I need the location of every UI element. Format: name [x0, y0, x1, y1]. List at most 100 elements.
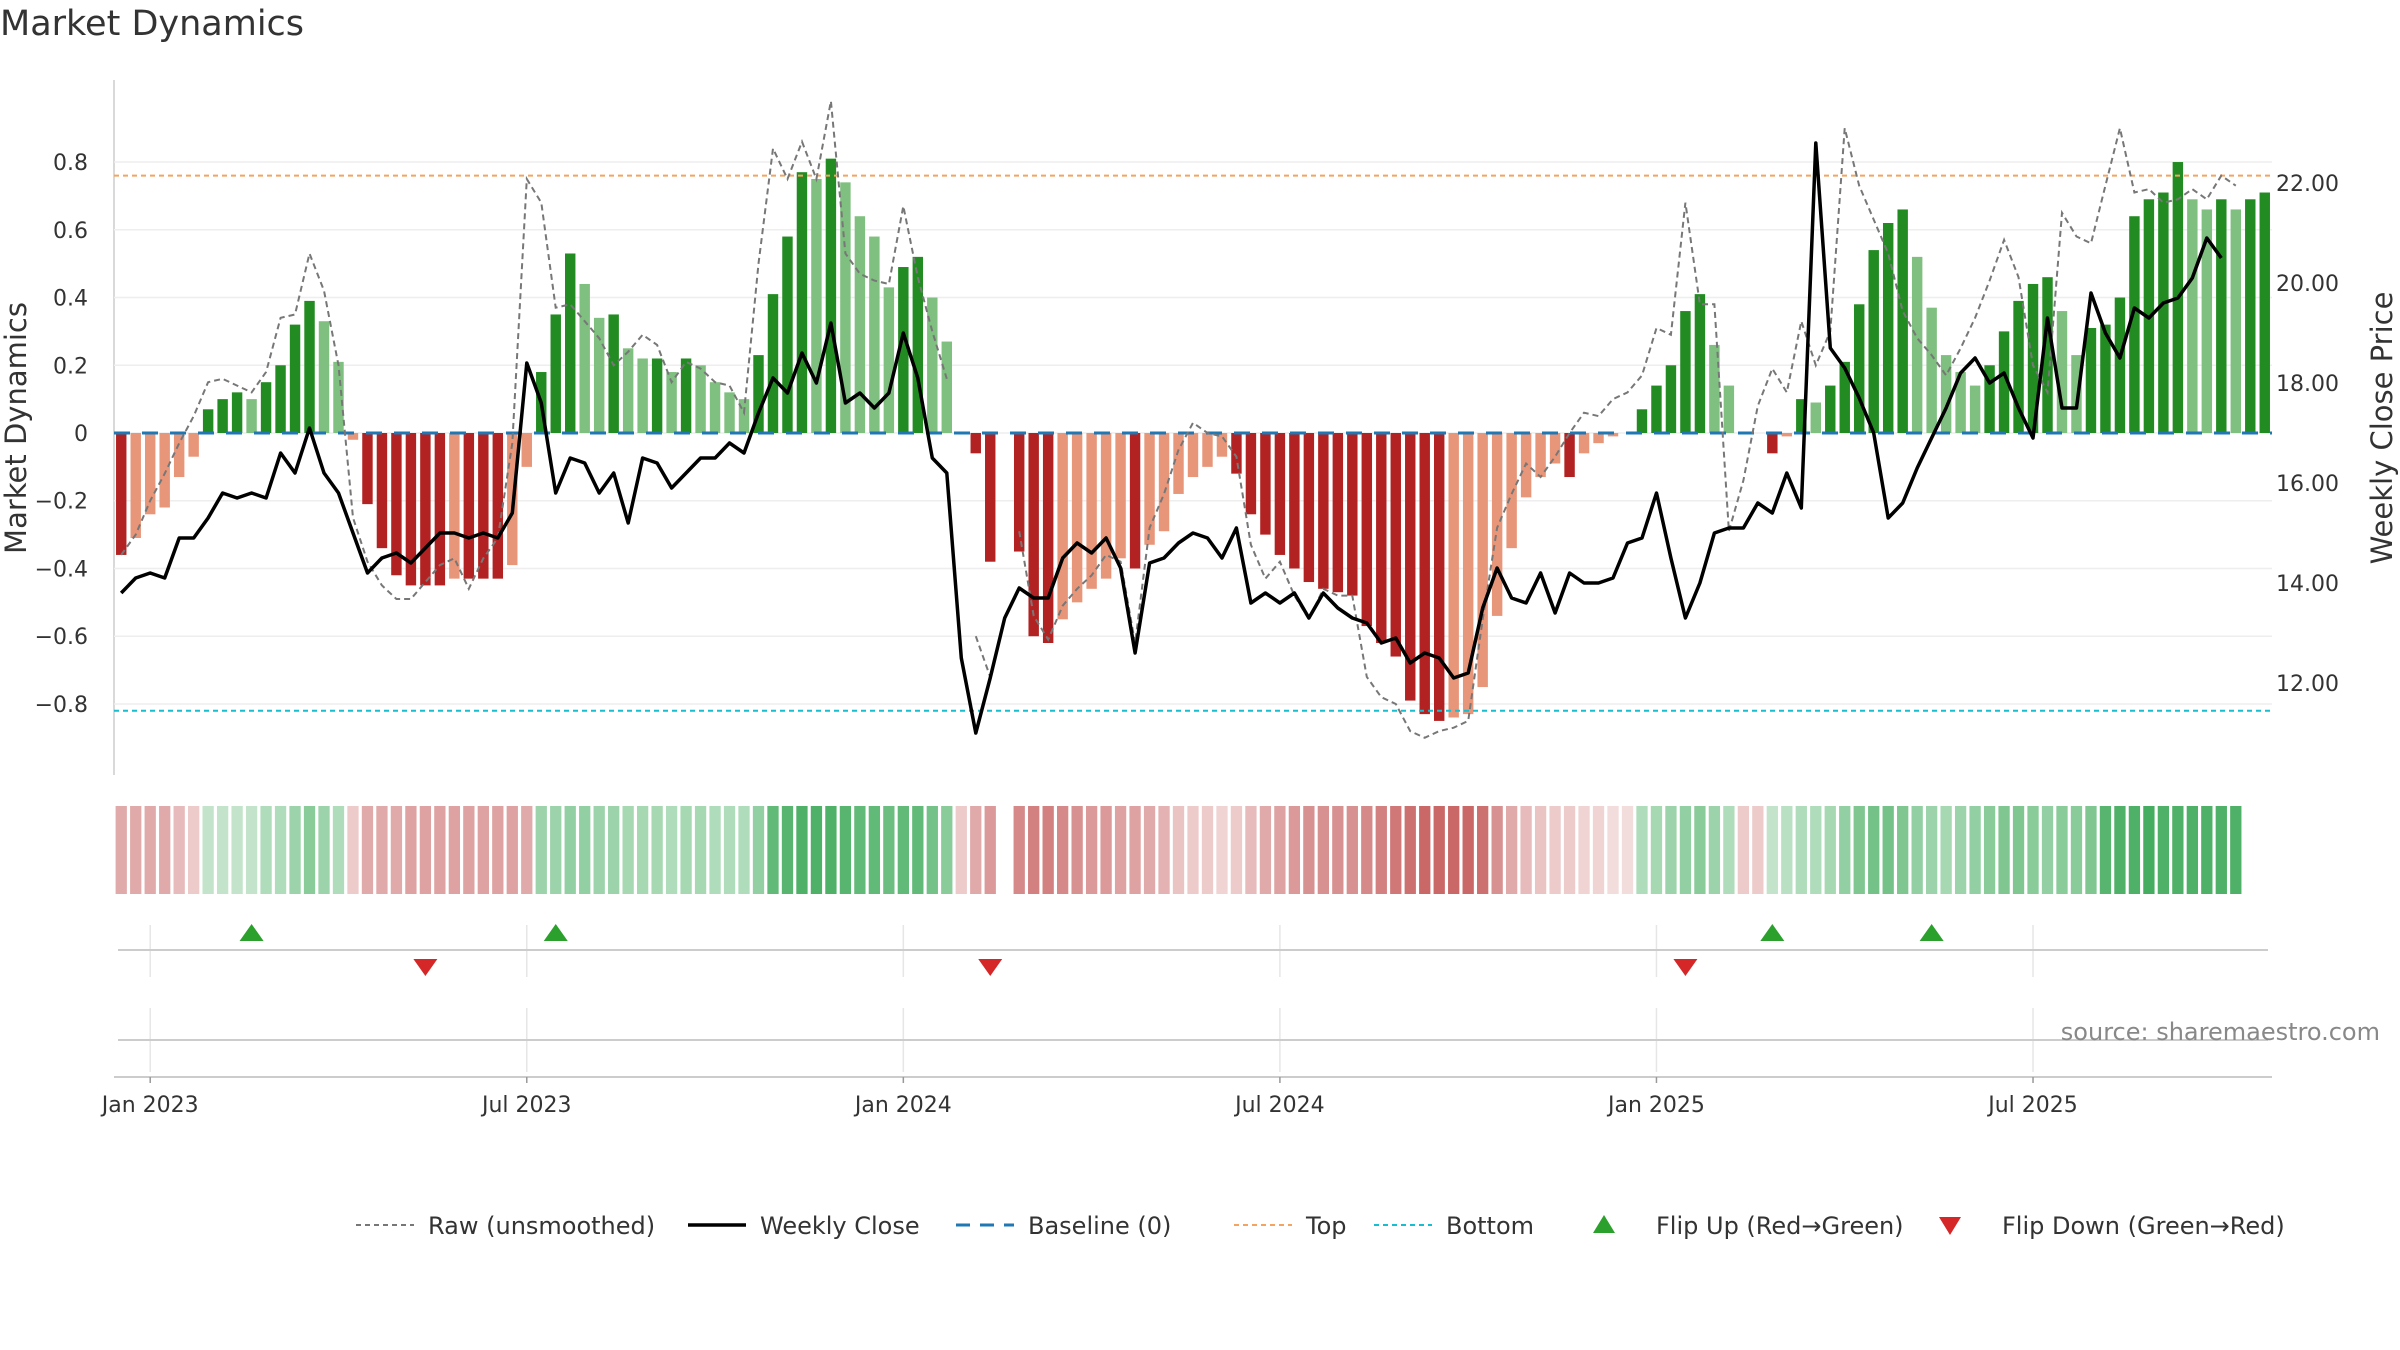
heat-strip-cell: [1361, 806, 1373, 894]
md-bar: [1129, 433, 1141, 569]
heat-strip-cell: [1650, 806, 1663, 894]
md-bar: [304, 300, 315, 433]
md-bar: [362, 433, 373, 505]
heat-strip-cell: [1346, 806, 1358, 894]
md-bar: [869, 236, 880, 433]
md-bar: [912, 256, 924, 433]
heat-strip-cell: [260, 806, 272, 894]
md-bar: [680, 358, 692, 433]
heat-strip-cell: [839, 806, 852, 894]
md-bar: [1549, 433, 1561, 464]
heat-strip-cell: [1998, 806, 2010, 894]
md-bar: [1578, 433, 1590, 454]
heat-strip-cell: [694, 806, 707, 894]
md-bar: [1187, 433, 1199, 478]
md-bar: [695, 365, 706, 433]
heat-strip-cell: [245, 806, 258, 894]
md-bar: [144, 433, 156, 515]
heat-strip-cell: [2128, 806, 2141, 894]
md-bar: [1318, 433, 1329, 589]
x-tick-label: Jul 2024: [1233, 1093, 1325, 1118]
heat-strip-cell: [579, 806, 591, 894]
md-bar: [651, 358, 663, 433]
heat-strip-cell: [651, 806, 663, 894]
legend-item: Bottom: [1374, 1212, 1534, 1240]
md-bar: [2027, 283, 2039, 433]
heat-strip-cell: [897, 806, 909, 894]
heat-strip-cell: [419, 806, 432, 894]
heat-strip-cell: [1085, 806, 1098, 894]
heat-strip-cell: [1679, 806, 1692, 894]
flip-up-marker: [543, 924, 568, 941]
heat-strip-cell: [535, 806, 547, 894]
legend-item: Baseline (0): [956, 1212, 1171, 1240]
heat-strip-cell: [1592, 806, 1605, 894]
y-tick-label: −0.8: [35, 693, 88, 718]
heat-strip-cell: [1897, 806, 1909, 894]
heat-strip-cell: [376, 806, 388, 894]
heat-strip-cell: [970, 806, 982, 894]
heat-strip-cell: [1100, 806, 1112, 894]
md-bar: [260, 382, 272, 433]
heat-strip-cell: [1534, 806, 1547, 894]
md-bar: [1071, 433, 1083, 603]
md-bar: [796, 172, 808, 433]
md-bar: [1839, 361, 1850, 433]
md-bar: [376, 433, 388, 549]
legend-label: Flip Up (Red→Green): [1656, 1212, 1904, 1240]
y2-tick-label: 20.00: [2276, 272, 2339, 297]
md-bar: [405, 433, 417, 586]
md-bar: [2100, 324, 2111, 433]
md-bar: [289, 324, 301, 433]
md-bar: [825, 158, 837, 434]
heat-strip-cell: [463, 806, 475, 894]
md-bar: [608, 314, 619, 433]
heat-strip-cell: [1245, 806, 1257, 894]
chart-title: Market Dynamics: [0, 4, 305, 44]
heat-strip-cell: [825, 806, 837, 894]
heat-strip-cell: [115, 806, 127, 894]
md-bar: [1216, 433, 1228, 457]
heat-strip-cell: [1694, 806, 1706, 894]
y-tick-label: −0.6: [35, 625, 88, 650]
md-bar: [1854, 304, 1865, 433]
heat-strip-cell: [2099, 806, 2112, 894]
md-bar: [1940, 355, 1952, 433]
y2-tick-label: 16.00: [2276, 472, 2339, 497]
heat-strip-cell: [1882, 806, 1894, 894]
heat-strip-cell: [1549, 806, 1561, 894]
heat-strip-cell: [347, 806, 359, 894]
heat-strip-cell: [202, 806, 214, 894]
heat-strip-cell: [1766, 806, 1778, 894]
md-bar: [1781, 433, 1793, 437]
md-bar: [1462, 433, 1474, 715]
md-bar: [1825, 385, 1836, 433]
heat-strip-cell: [1781, 806, 1793, 894]
md-bar: [1086, 433, 1097, 589]
md-bar: [1665, 365, 1677, 433]
heat-strip-cell: [405, 806, 417, 894]
heat-strip-cell: [2114, 806, 2126, 894]
heat-strip-cell: [1520, 806, 1532, 894]
md-bar: [2259, 192, 2270, 433]
heat-strip-cell: [492, 806, 504, 894]
heat-strip-cell: [1172, 806, 1185, 894]
heat-strip-cell: [1868, 806, 1880, 894]
md-bar: [2216, 199, 2227, 433]
heat-strip-cell: [680, 806, 692, 894]
heat-strip-cell: [810, 806, 823, 894]
heat-strip-cell: [434, 806, 446, 894]
md-bar: [1709, 344, 1720, 433]
heat-strip-cell: [361, 806, 374, 894]
md-bar: [2085, 328, 2097, 433]
md-bar: [1926, 307, 1937, 433]
heat-strip-cell: [709, 806, 721, 894]
x-tick-label: Jul 2025: [1986, 1093, 2078, 1118]
heat-strip-cell: [2027, 806, 2039, 894]
legend-item: Top: [1234, 1212, 1347, 1240]
heat-strip-cell: [926, 806, 938, 894]
md-bar: [724, 392, 735, 433]
heat-strip-cell: [1274, 806, 1286, 894]
heat-strip-cell: [1925, 806, 1938, 894]
heat-strip-cell: [593, 806, 605, 894]
